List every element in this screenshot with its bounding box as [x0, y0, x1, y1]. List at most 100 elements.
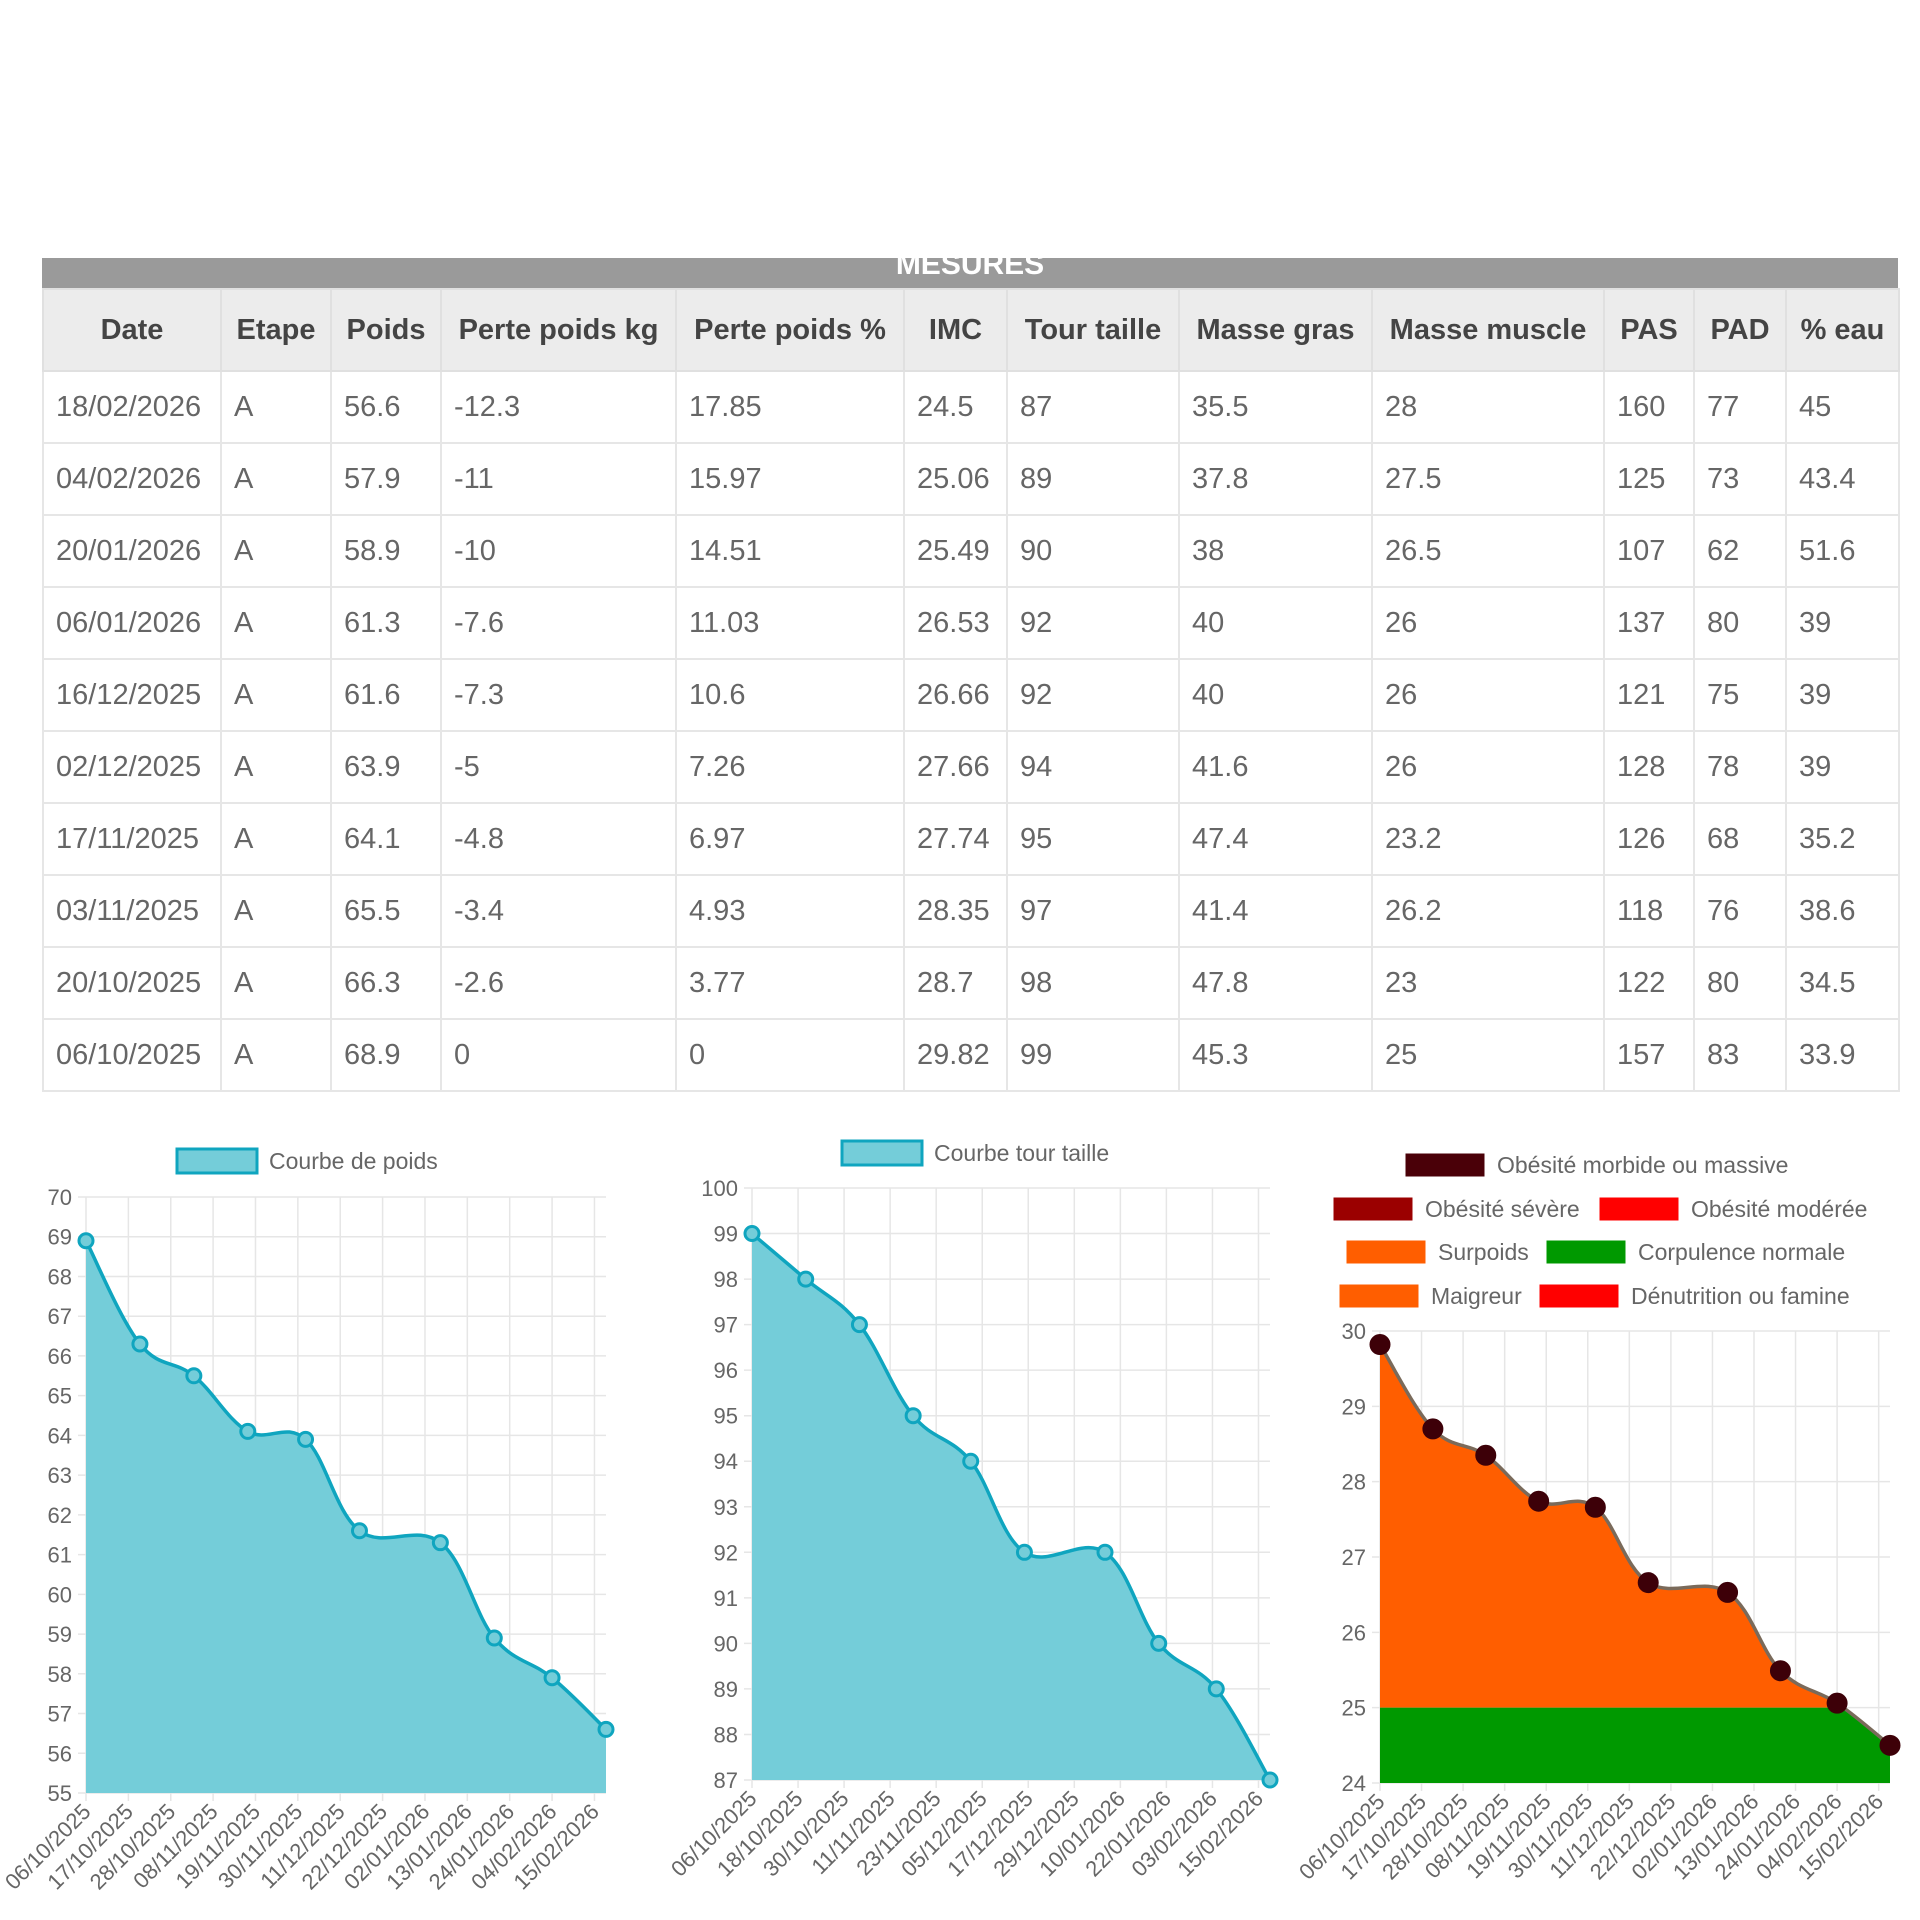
- y-tick-label: 62: [48, 1503, 72, 1528]
- table-row[interactable]: 16/12/2025 A 61.6 -7.3 10.6 26.66 92 40 26 121 75 3…: [42, 658, 1900, 732]
- table-row[interactable]: 02/12/2025 A 63.9 -5 7.26 27.66 94 41.6 26 128 78 3…: [42, 730, 1900, 804]
- data-point[interactable]: [1422, 1418, 1444, 1440]
- legend-item[interactable]: Dénutrition ou famine: [1538, 1283, 1850, 1309]
- cell-imc: 27.66: [903, 730, 1008, 804]
- cell-tour-taille: 98: [1006, 946, 1180, 1020]
- cell-etape: A: [220, 802, 332, 876]
- data-point[interactable]: [185, 1367, 203, 1385]
- legend-label: Obésité modérée: [1691, 1196, 1867, 1222]
- cell-pad: 62: [1693, 514, 1787, 588]
- cell-pas: 122: [1603, 946, 1695, 1020]
- table-row[interactable]: 06/01/2026 A 61.3 -7.6 11.03 26.53 92 40 26 137 80…: [42, 586, 1900, 660]
- cell-perte-poids-pct: 15.97: [675, 442, 905, 516]
- cell-date: 03/11/2025: [42, 874, 222, 948]
- data-point[interactable]: [1369, 1334, 1391, 1356]
- cell-poids: 61.3: [330, 586, 442, 660]
- data-point[interactable]: [431, 1534, 449, 1552]
- table-row[interactable]: 04/02/2026 A 57.9 -11 15.97 25.06 89 37.8 27.5 12…: [42, 442, 1900, 516]
- y-tick-label: 92: [714, 1540, 738, 1565]
- data-point[interactable]: [485, 1629, 503, 1647]
- col-header-tour-taille[interactable]: Tour taille: [1006, 288, 1180, 372]
- data-point[interactable]: [1826, 1692, 1848, 1714]
- legend-item[interactable]: Surpoids: [1345, 1239, 1529, 1265]
- data-point[interactable]: [1475, 1444, 1497, 1466]
- data-point[interactable]: [743, 1225, 761, 1243]
- data-point[interactable]: [543, 1669, 561, 1687]
- cell-imc: 29.82: [903, 1018, 1008, 1092]
- legend-swatch: [1538, 1283, 1620, 1309]
- table-row[interactable]: 18/02/2026 A 56.6 -12.3 17.85 24.5 87 35.5 28 160…: [42, 370, 1900, 444]
- legend-item[interactable]: Maigreur: [1338, 1283, 1522, 1309]
- data-point[interactable]: [239, 1422, 257, 1440]
- data-point[interactable]: [350, 1522, 368, 1540]
- cell-poids: 65.5: [330, 874, 442, 948]
- data-point[interactable]: [904, 1407, 922, 1425]
- cell-eau: 34.5: [1785, 946, 1900, 1020]
- table-row[interactable]: 20/01/2026 A 58.9 -10 14.51 25.49 90 38 26.5 107 6…: [42, 514, 1900, 588]
- y-tick-label: 65: [48, 1384, 72, 1409]
- legend-label: Obésité sévère: [1425, 1196, 1580, 1222]
- data-point[interactable]: [77, 1232, 95, 1250]
- legend-item[interactable]: Obésité morbide ou massive: [1404, 1152, 1788, 1178]
- col-header-eau[interactable]: % eau: [1785, 288, 1900, 372]
- legend-item[interactable]: Corpulence normale: [1545, 1239, 1845, 1265]
- col-header-poids[interactable]: Poids: [330, 288, 442, 372]
- cell-masse-muscle: 27.5: [1371, 442, 1605, 516]
- data-point[interactable]: [597, 1720, 615, 1738]
- table-row[interactable]: 17/11/2025 A 64.1 -4.8 6.97 27.74 95 47.4 23.2 12…: [42, 802, 1900, 876]
- cell-pas: 160: [1603, 370, 1695, 444]
- y-tick-label: 28: [1342, 1470, 1366, 1495]
- col-header-pas[interactable]: PAS: [1603, 288, 1695, 372]
- data-point[interactable]: [1717, 1581, 1739, 1603]
- y-tick-label: 63: [48, 1463, 72, 1488]
- legend-item[interactable]: Courbe de poids: [175, 1147, 438, 1175]
- data-point[interactable]: [1769, 1660, 1791, 1682]
- data-point[interactable]: [1879, 1734, 1901, 1756]
- cell-pad: 80: [1693, 586, 1787, 660]
- table-row[interactable]: 20/10/2025 A 66.3 -2.6 3.77 28.7 98 47.8 23 122 80…: [42, 946, 1900, 1020]
- legend-item[interactable]: Obésité modérée: [1598, 1196, 1867, 1222]
- y-tick-label: 91: [714, 1586, 738, 1611]
- col-header-perte-poids-kg[interactable]: Perte poids kg: [440, 288, 677, 372]
- col-header-masse-muscle[interactable]: Masse muscle: [1371, 288, 1605, 372]
- cell-pad: 80: [1693, 946, 1787, 1020]
- col-header-pad[interactable]: PAD: [1693, 288, 1787, 372]
- data-point[interactable]: [1150, 1634, 1168, 1652]
- data-point[interactable]: [131, 1335, 149, 1353]
- cell-pad: 77: [1693, 370, 1787, 444]
- data-point[interactable]: [1528, 1490, 1550, 1512]
- data-point[interactable]: [1207, 1680, 1225, 1698]
- cell-eau: 39: [1785, 730, 1900, 804]
- data-point[interactable]: [962, 1452, 980, 1470]
- cell-masse-gras: 40: [1178, 658, 1373, 732]
- series-line: [1378, 1343, 1892, 1747]
- col-header-perte-poids-pct[interactable]: Perte poids %: [675, 288, 905, 372]
- legend-item[interactable]: Courbe tour taille: [840, 1139, 1109, 1167]
- data-point[interactable]: [1015, 1543, 1033, 1561]
- y-tick-label: 60: [48, 1582, 72, 1607]
- data-point[interactable]: [1096, 1543, 1114, 1561]
- col-header-imc[interactable]: IMC: [903, 288, 1008, 372]
- table-row[interactable]: 06/10/2025 A 68.9 0 0 29.82 99 45.3 25 157 83 33.9: [42, 1018, 1900, 1092]
- cell-perte-poids-kg: -10: [440, 514, 677, 588]
- cell-date: 16/12/2025: [42, 658, 222, 732]
- cell-masse-muscle: 25: [1371, 1018, 1605, 1092]
- data-point[interactable]: [1261, 1771, 1279, 1789]
- col-header-date[interactable]: Date: [42, 288, 222, 372]
- data-point[interactable]: [1637, 1572, 1659, 1594]
- data-point[interactable]: [1584, 1496, 1606, 1518]
- data-point[interactable]: [797, 1270, 815, 1288]
- col-header-masse-gras[interactable]: Masse gras: [1178, 288, 1373, 372]
- table-row[interactable]: 03/11/2025 A 65.5 -3.4 4.93 28.35 97 41.4 26.2 11…: [42, 874, 1900, 948]
- cell-perte-poids-pct: 0: [675, 1018, 905, 1092]
- data-point[interactable]: [297, 1430, 315, 1448]
- y-tick-label: 27: [1342, 1545, 1366, 1570]
- col-header-etape[interactable]: Etape: [220, 288, 332, 372]
- data-point[interactable]: [850, 1316, 868, 1334]
- legend-item[interactable]: Obésité sévère: [1332, 1196, 1580, 1222]
- bmi-band: [1380, 1344, 1890, 1708]
- cell-eau: 39: [1785, 586, 1900, 660]
- cell-masse-gras: 41.4: [1178, 874, 1373, 948]
- cell-pas: 125: [1603, 442, 1695, 516]
- cell-etape: A: [220, 730, 332, 804]
